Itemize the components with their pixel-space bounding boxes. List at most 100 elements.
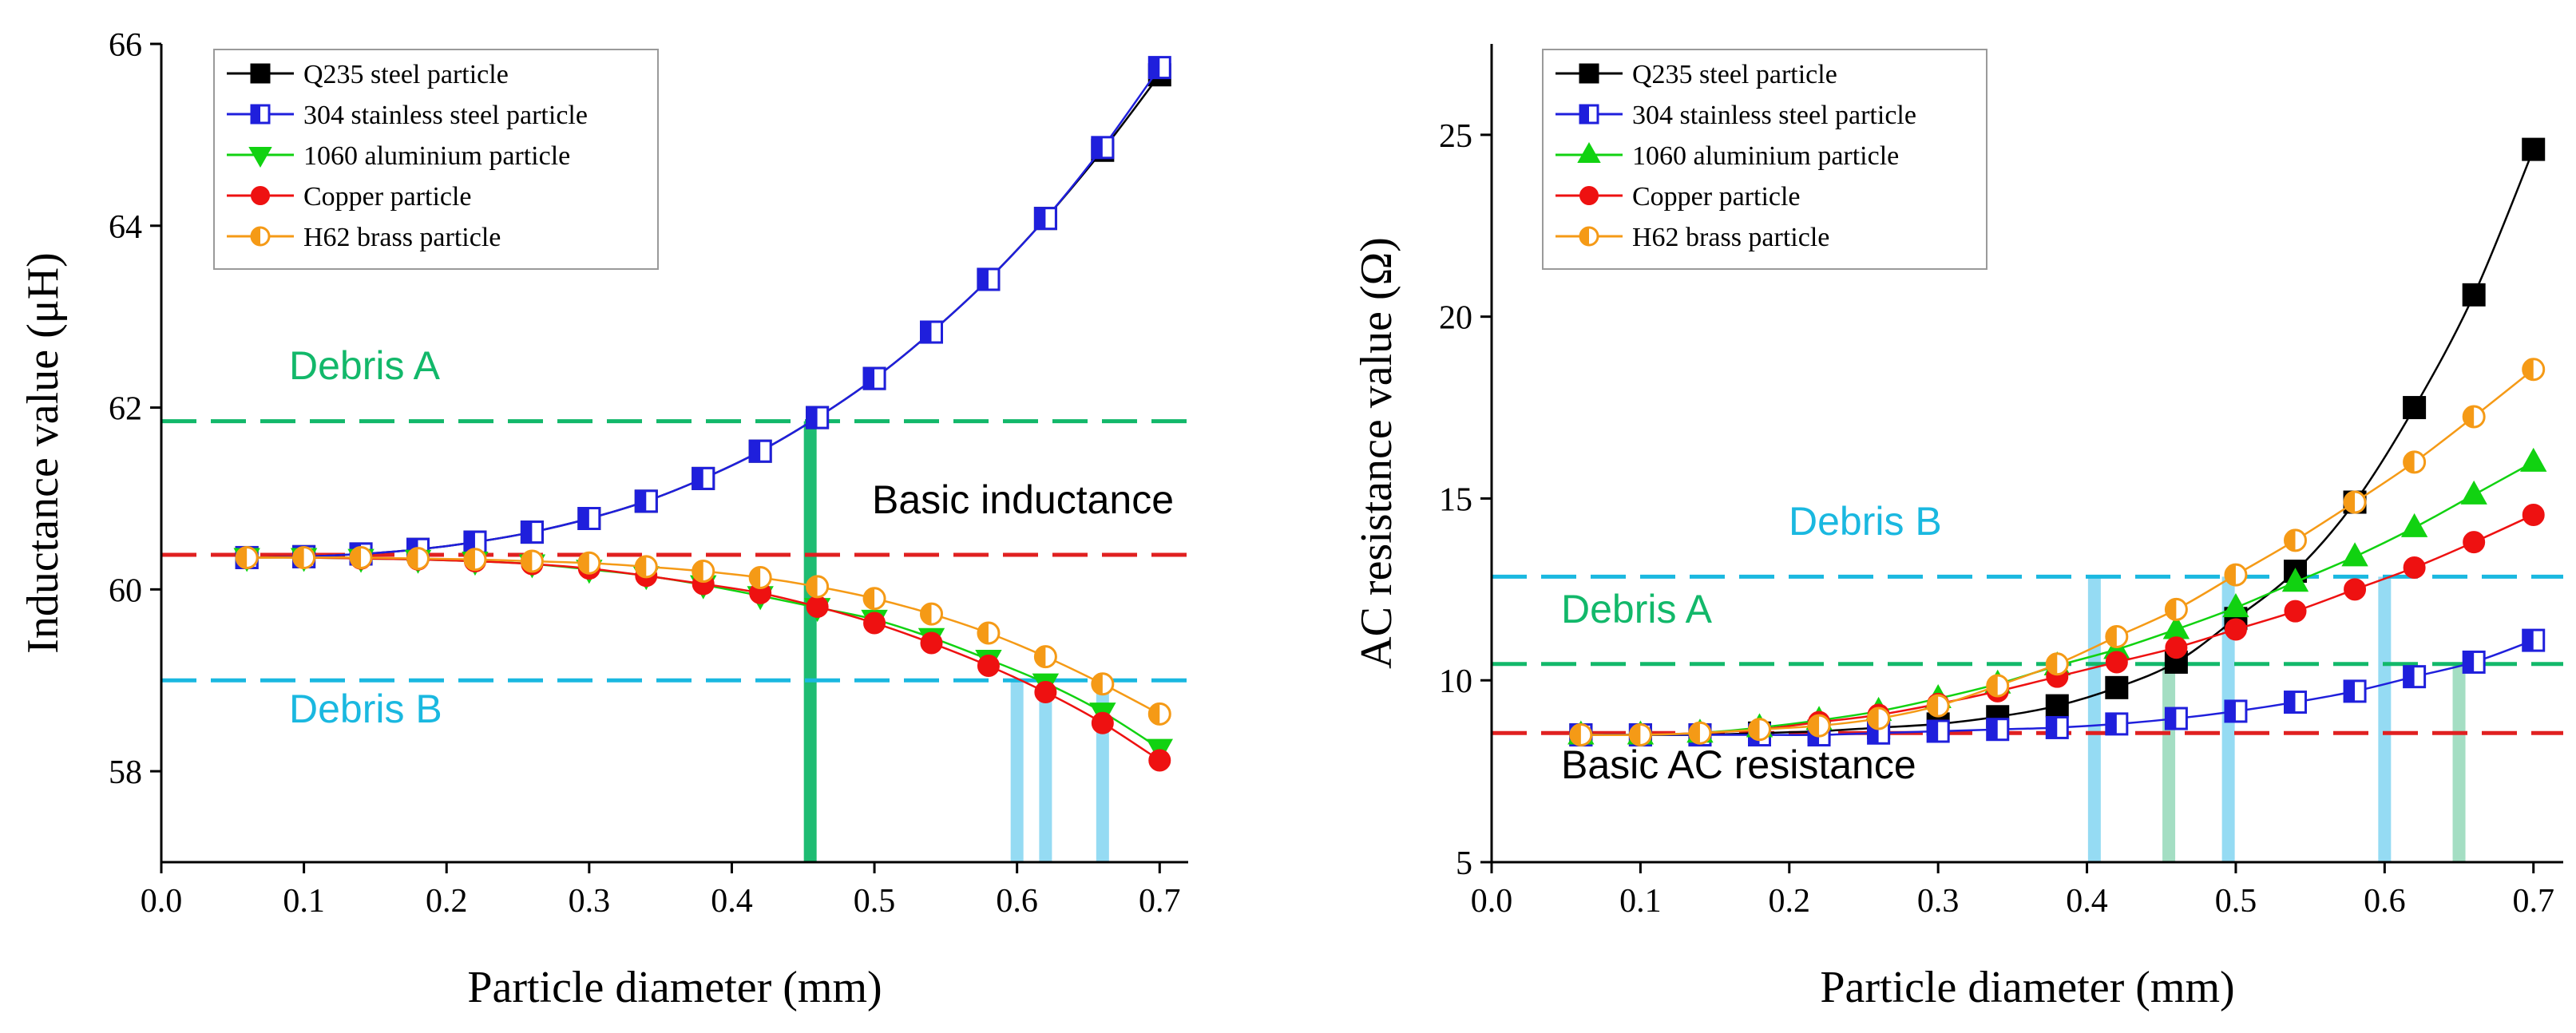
data-point-fill bbox=[1149, 57, 1160, 78]
data-point bbox=[2224, 563, 2248, 587]
data-point-fill bbox=[921, 604, 932, 625]
data-point bbox=[2463, 531, 2486, 554]
data-point-fill bbox=[407, 548, 418, 569]
legend-marker bbox=[1579, 186, 1599, 205]
data-point-fill bbox=[236, 547, 248, 568]
legend-marker bbox=[250, 63, 271, 84]
data-point bbox=[806, 406, 830, 429]
x-tick-label: 0.2 bbox=[1769, 883, 1811, 920]
data-point bbox=[2105, 625, 2129, 649]
x-tick-label: 0.3 bbox=[1917, 883, 1960, 920]
data-point-fill bbox=[1035, 646, 1046, 667]
data-point bbox=[1628, 723, 1652, 747]
data-point-fill bbox=[521, 521, 533, 543]
data-point bbox=[520, 549, 544, 573]
data-point-fill bbox=[2344, 680, 2356, 702]
data-point-fill bbox=[2225, 700, 2236, 722]
data-point bbox=[577, 507, 601, 530]
data-point-fill bbox=[750, 441, 761, 462]
data-point-fill bbox=[2106, 626, 2117, 647]
data-point-fill bbox=[464, 532, 475, 553]
data-point-fill bbox=[977, 623, 989, 643]
y-tick-label: 10 bbox=[1439, 663, 1472, 700]
y-axis-label: Inductance value (μH) bbox=[18, 252, 68, 654]
data-point bbox=[1033, 207, 1057, 231]
reference-label: Basic inductance bbox=[872, 477, 1174, 522]
y-tick-label: 20 bbox=[1439, 300, 1472, 337]
data-point bbox=[1688, 721, 1712, 745]
data-point-fill bbox=[2106, 713, 2117, 734]
data-point bbox=[577, 551, 601, 575]
data-point-fill bbox=[2225, 564, 2236, 586]
data-point-fill bbox=[1987, 718, 1998, 740]
data-point-fill bbox=[864, 368, 875, 390]
data-point bbox=[806, 595, 829, 618]
data-point bbox=[634, 489, 658, 513]
data-point-fill bbox=[2522, 630, 2534, 651]
data-point-fill bbox=[2344, 492, 2356, 513]
data-point-fill bbox=[2463, 651, 2475, 673]
reference-lines: Debris B Debris A Basic AC resistance bbox=[1492, 499, 2563, 787]
data-point-fill bbox=[2522, 358, 2534, 380]
legend-marker bbox=[1579, 226, 1599, 247]
x-axis-label: Particle diameter (mm) bbox=[1820, 963, 2234, 1012]
data-point bbox=[2522, 137, 2546, 161]
data-point-fill bbox=[2404, 666, 2415, 687]
data-point bbox=[2522, 628, 2546, 652]
reference-lines: Debris A Basic inductance Debris B bbox=[161, 343, 1188, 731]
data-point bbox=[2284, 691, 2307, 714]
data-point-fill bbox=[2166, 599, 2177, 620]
reference-label: Debris B bbox=[1789, 499, 1942, 544]
y-tick-label: 58 bbox=[109, 754, 142, 791]
data-point-fill bbox=[2047, 653, 2058, 675]
data-point-fill bbox=[293, 547, 304, 568]
reference-label: Debris B bbox=[289, 687, 442, 731]
data-point bbox=[1091, 672, 1115, 696]
highlight-bar bbox=[1010, 680, 1024, 862]
legend-label: Q235 steel particle bbox=[1632, 60, 1837, 89]
x-tick-label: 0.7 bbox=[1139, 883, 1181, 920]
data-point-fill bbox=[1035, 208, 1046, 229]
data-point bbox=[2105, 651, 2128, 674]
data-point bbox=[235, 545, 259, 569]
legend-marker bbox=[1579, 104, 1599, 125]
x-tick-label: 0.6 bbox=[2364, 883, 2406, 920]
legend-marker bbox=[250, 104, 271, 125]
data-point-fill bbox=[351, 547, 362, 568]
highlight-bar bbox=[1039, 680, 1052, 862]
data-point-fill bbox=[1928, 695, 1939, 717]
y-tick-label: 15 bbox=[1439, 481, 1472, 518]
data-point bbox=[2400, 513, 2428, 537]
data-point-fill bbox=[1749, 718, 1760, 740]
data-point-fill bbox=[1809, 715, 1820, 737]
data-point bbox=[863, 611, 886, 635]
data-point bbox=[2403, 396, 2427, 420]
data-point bbox=[1748, 718, 1771, 742]
data-point-fill bbox=[806, 407, 818, 429]
x-tick-label: 0.0 bbox=[141, 883, 183, 920]
data-point-fill bbox=[1092, 673, 1103, 695]
legend-marker bbox=[248, 147, 272, 168]
x-tick-label: 0.4 bbox=[2066, 883, 2108, 920]
data-point bbox=[920, 602, 943, 626]
data-point bbox=[1147, 702, 1171, 726]
data-point bbox=[2222, 593, 2249, 618]
data-point bbox=[862, 587, 886, 611]
data-point-fill bbox=[864, 588, 875, 609]
data-point-fill bbox=[977, 268, 989, 290]
data-point bbox=[748, 566, 772, 590]
legend-box bbox=[213, 49, 659, 270]
data-point-fill bbox=[692, 560, 703, 582]
legend: Q235 steel particle 304 stainless steel p… bbox=[1542, 49, 1987, 270]
data-point-fill bbox=[692, 468, 703, 489]
data-point bbox=[1569, 723, 1593, 747]
data-point bbox=[1148, 749, 1171, 772]
y-tick-label: 66 bbox=[109, 27, 142, 64]
x-axis-label: Particle diameter (mm) bbox=[467, 963, 882, 1012]
data-point bbox=[920, 320, 943, 344]
data-point-fill bbox=[921, 322, 932, 343]
data-point bbox=[806, 575, 830, 599]
